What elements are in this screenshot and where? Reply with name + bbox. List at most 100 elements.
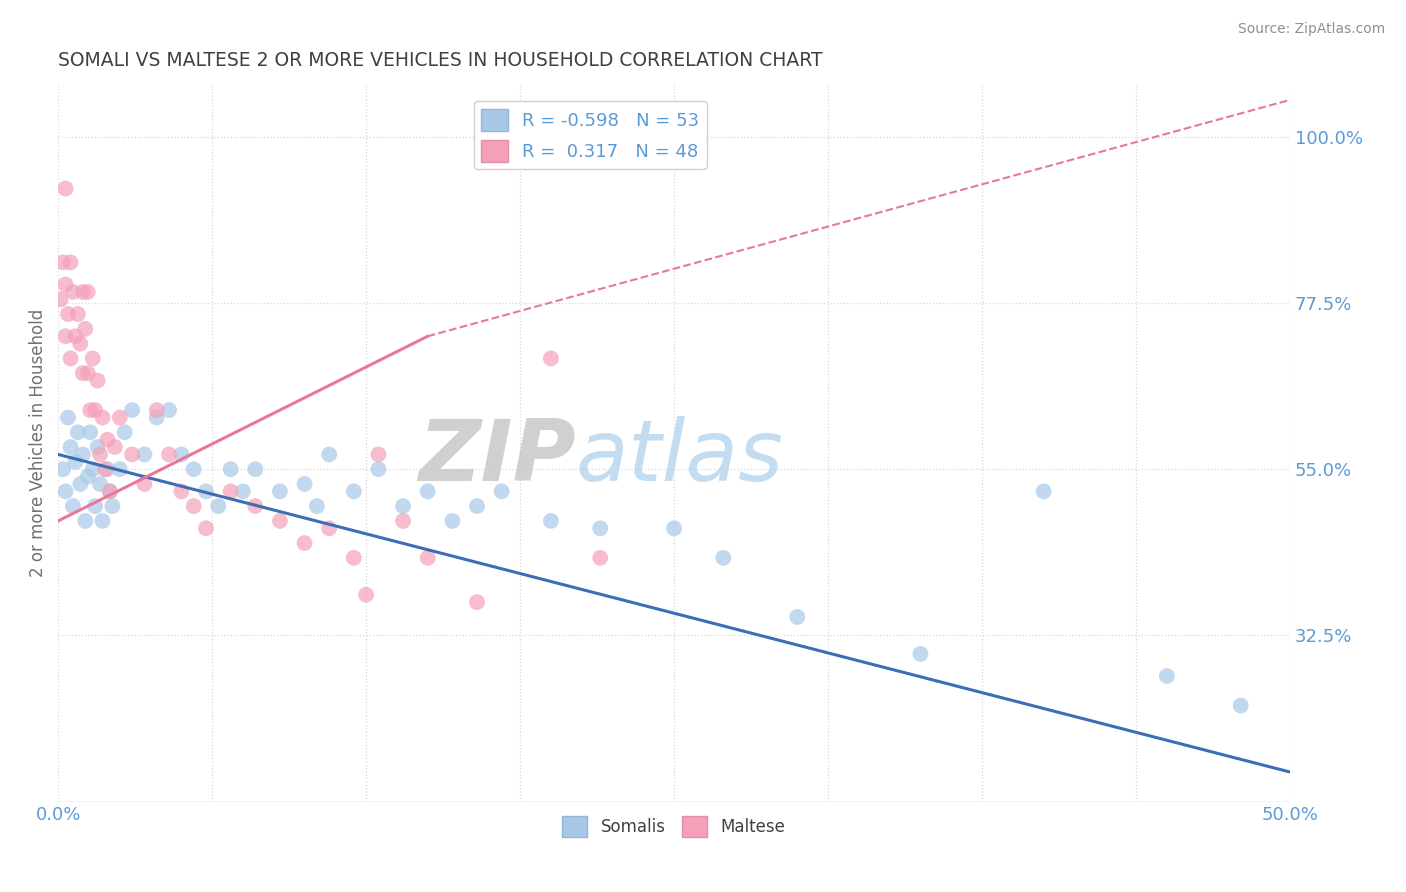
Point — [195, 521, 218, 535]
Point — [786, 610, 808, 624]
Point — [145, 410, 167, 425]
Point — [170, 447, 193, 461]
Point — [1229, 698, 1251, 713]
Point — [56, 410, 79, 425]
Point — [62, 285, 84, 299]
Point — [96, 433, 118, 447]
Point — [66, 425, 89, 440]
Point — [101, 499, 124, 513]
Point — [207, 499, 229, 513]
Point — [589, 550, 612, 565]
Point — [294, 536, 316, 550]
Point — [121, 447, 143, 461]
Point — [294, 477, 316, 491]
Point — [318, 521, 340, 535]
Point — [82, 462, 104, 476]
Point — [245, 462, 267, 476]
Point — [441, 514, 464, 528]
Point — [59, 255, 82, 269]
Point — [62, 499, 84, 513]
Point — [910, 647, 932, 661]
Point — [76, 366, 98, 380]
Point — [65, 455, 87, 469]
Point — [114, 425, 136, 440]
Point — [540, 351, 562, 366]
Point — [491, 484, 513, 499]
Point — [91, 410, 114, 425]
Point — [108, 410, 131, 425]
Point — [343, 484, 366, 499]
Point — [367, 447, 389, 461]
Point — [55, 181, 77, 195]
Point — [98, 484, 121, 499]
Point — [82, 351, 104, 366]
Point — [416, 484, 439, 499]
Point — [86, 440, 108, 454]
Point — [183, 462, 205, 476]
Point — [98, 484, 121, 499]
Point — [72, 366, 94, 380]
Point — [145, 403, 167, 417]
Point — [170, 484, 193, 499]
Point — [84, 499, 107, 513]
Point — [75, 322, 97, 336]
Point — [76, 285, 98, 299]
Legend: Somalis, Maltese: Somalis, Maltese — [555, 810, 793, 844]
Point — [72, 285, 94, 299]
Point — [55, 277, 77, 292]
Point — [79, 425, 101, 440]
Point — [52, 462, 75, 476]
Point — [49, 293, 72, 307]
Point — [76, 469, 98, 483]
Point — [392, 499, 415, 513]
Point — [1156, 669, 1178, 683]
Point — [89, 447, 111, 461]
Point — [59, 351, 82, 366]
Point — [134, 477, 156, 491]
Point — [157, 447, 180, 461]
Point — [56, 307, 79, 321]
Point — [711, 550, 734, 565]
Point — [121, 403, 143, 417]
Text: SOMALI VS MALTESE 2 OR MORE VEHICLES IN HOUSEHOLD CORRELATION CHART: SOMALI VS MALTESE 2 OR MORE VEHICLES IN … — [58, 51, 823, 70]
Point — [269, 514, 291, 528]
Point — [245, 499, 267, 513]
Point — [318, 447, 340, 461]
Point — [392, 514, 415, 528]
Point — [69, 336, 91, 351]
Point — [79, 403, 101, 417]
Point — [195, 484, 218, 499]
Point — [305, 499, 328, 513]
Point — [72, 447, 94, 461]
Point — [55, 329, 77, 343]
Point — [96, 462, 118, 476]
Point — [89, 477, 111, 491]
Point — [662, 521, 685, 535]
Point — [104, 440, 127, 454]
Point — [219, 484, 242, 499]
Point — [232, 484, 254, 499]
Point — [465, 595, 488, 609]
Point — [1032, 484, 1054, 499]
Point — [354, 588, 377, 602]
Point — [416, 550, 439, 565]
Point — [94, 462, 117, 476]
Point — [91, 514, 114, 528]
Text: Source: ZipAtlas.com: Source: ZipAtlas.com — [1237, 22, 1385, 37]
Point — [84, 403, 107, 417]
Point — [59, 440, 82, 454]
Point — [367, 462, 389, 476]
Point — [589, 521, 612, 535]
Point — [108, 462, 131, 476]
Point — [134, 447, 156, 461]
Point — [219, 462, 242, 476]
Point — [65, 329, 87, 343]
Text: atlas: atlas — [575, 417, 783, 500]
Point — [69, 477, 91, 491]
Point — [55, 484, 77, 499]
Point — [465, 499, 488, 513]
Text: ZIP: ZIP — [418, 417, 575, 500]
Y-axis label: 2 or more Vehicles in Household: 2 or more Vehicles in Household — [30, 310, 46, 577]
Point — [540, 514, 562, 528]
Point — [343, 550, 366, 565]
